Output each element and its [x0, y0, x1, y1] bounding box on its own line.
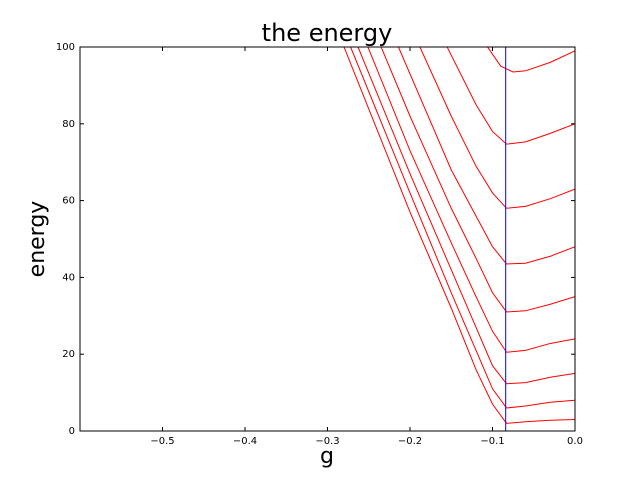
energy-curve	[367, 47, 575, 353]
chart-title: the energy	[262, 19, 393, 47]
energy-curve	[357, 47, 575, 385]
plot-area	[343, 47, 575, 424]
y-tick-label: 40	[62, 272, 75, 283]
x-tick-label: −0.4	[233, 436, 257, 447]
x-tick-label: −0.2	[398, 436, 422, 447]
energy-curve	[343, 47, 575, 424]
x-tick-label: 0.0	[567, 436, 583, 447]
y-tick-label: 60	[62, 196, 75, 207]
y-tick-label: 20	[62, 349, 75, 360]
energy-curve	[380, 47, 575, 313]
y-axis-label: energy	[25, 201, 50, 278]
x-tick-label: −0.1	[480, 436, 504, 447]
x-tick-label: −0.3	[315, 436, 339, 447]
energy-curve	[446, 47, 575, 145]
energy-curve	[397, 47, 575, 265]
y-tick-label: 80	[62, 119, 75, 130]
x-tick-label: −0.5	[150, 436, 174, 447]
x-axis-label: g	[320, 444, 334, 469]
y-tick-label: 0	[69, 426, 75, 437]
y-tick-label: 100	[56, 42, 75, 53]
energy-curve	[419, 47, 575, 209]
energy-curve	[350, 47, 575, 409]
energy-curve	[487, 47, 575, 73]
